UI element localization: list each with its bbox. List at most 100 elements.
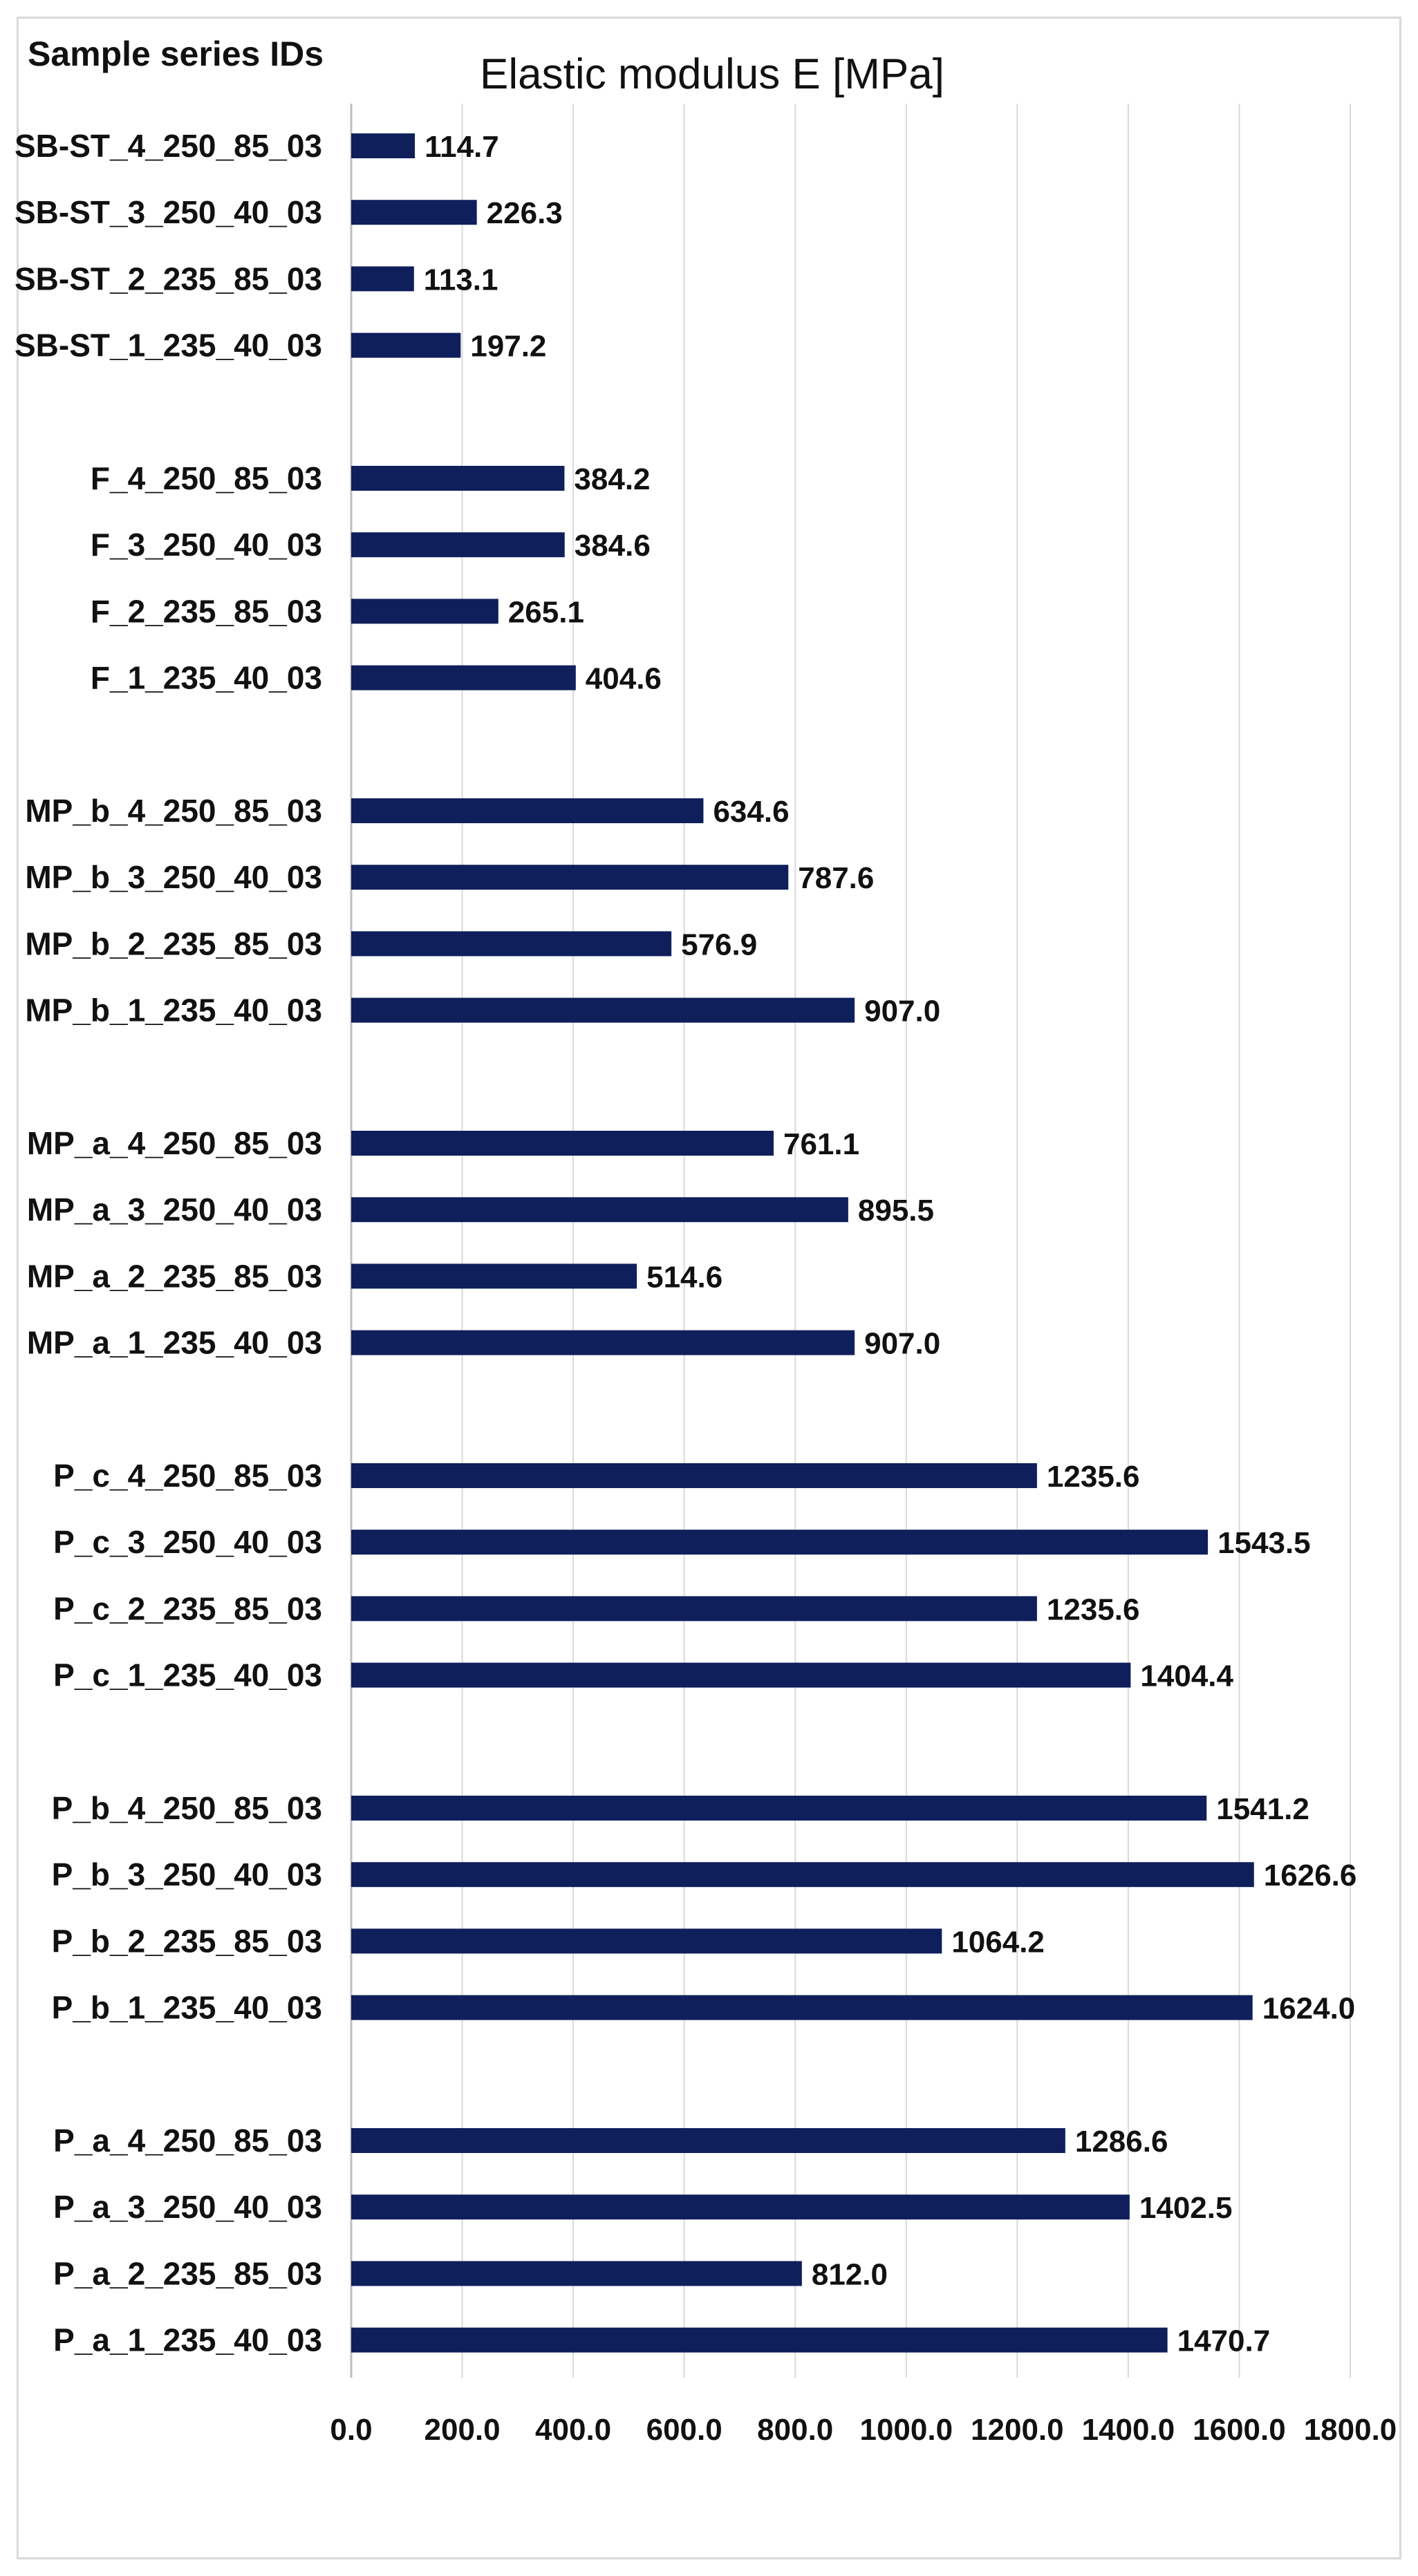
category-label: SB-ST_4_250_85_03 bbox=[15, 128, 322, 164]
data-label: 114.7 bbox=[425, 130, 499, 164]
data-label: 1064.2 bbox=[951, 1925, 1045, 1959]
category-label: P_b_1_235_40_03 bbox=[52, 1990, 322, 2026]
category-label: MP_a_4_250_85_03 bbox=[27, 1125, 322, 1161]
bar bbox=[351, 865, 789, 890]
category-label: MP_a_3_250_40_03 bbox=[27, 1192, 322, 1228]
bar bbox=[351, 1862, 1254, 1888]
gridlines bbox=[350, 104, 1351, 2378]
bars: SB-ST_4_250_85_03 114.7 SB-ST_3_250_40_03 2… bbox=[15, 128, 1356, 2358]
bar bbox=[351, 1330, 855, 1355]
x-tick-label: 1000.0 bbox=[859, 2413, 953, 2447]
bar bbox=[351, 466, 565, 491]
data-label: 226.3 bbox=[487, 196, 563, 230]
bar bbox=[351, 532, 565, 558]
bar bbox=[351, 2194, 1130, 2220]
chart-title: Elastic modulus E [MPa] bbox=[480, 50, 944, 98]
y-axis-title: Sample series IDs bbox=[28, 35, 324, 73]
category-label: P_c_1_235_40_03 bbox=[53, 1657, 322, 1693]
category-label: SB-ST_1_235_40_03 bbox=[15, 328, 322, 364]
x-axis-ticks: 0.0 200.0 400.0 600.0 800.0 1000.0 1200.0 1400.… bbox=[330, 2413, 1397, 2447]
bar bbox=[351, 2128, 1065, 2153]
bar bbox=[351, 599, 498, 624]
category-label: F_1_235_40_03 bbox=[91, 660, 322, 696]
bar bbox=[351, 1463, 1037, 1488]
data-label: 787.6 bbox=[798, 861, 874, 895]
bar bbox=[351, 1662, 1131, 1688]
data-label: 1235.6 bbox=[1047, 1592, 1140, 1626]
data-label: 907.0 bbox=[864, 1327, 940, 1361]
category-label: P_a_1_235_40_03 bbox=[53, 2322, 322, 2358]
data-label: 514.6 bbox=[646, 1260, 722, 1294]
bar bbox=[351, 1530, 1209, 1555]
category-label: P_b_3_250_40_03 bbox=[52, 1856, 322, 1892]
data-label: 634.6 bbox=[713, 795, 789, 829]
category-label: P_b_2_235_85_03 bbox=[52, 1923, 322, 1959]
x-tick-label: 600.0 bbox=[646, 2413, 722, 2447]
data-label: 907.0 bbox=[864, 995, 940, 1028]
data-label: 1626.6 bbox=[1264, 1859, 1357, 1892]
x-tick-label: 1200.0 bbox=[971, 2413, 1064, 2447]
category-label: P_a_2_235_85_03 bbox=[53, 2255, 322, 2291]
category-label: F_3_250_40_03 bbox=[91, 527, 322, 563]
x-tick-label: 1400.0 bbox=[1082, 2413, 1175, 2447]
category-label: MP_b_1_235_40_03 bbox=[25, 993, 322, 1028]
bar bbox=[351, 266, 414, 292]
category-label: MP_a_1_235_40_03 bbox=[27, 1325, 322, 1361]
bar bbox=[351, 332, 461, 358]
x-tick-label: 800.0 bbox=[757, 2413, 833, 2447]
data-label: 1235.6 bbox=[1047, 1460, 1140, 1494]
bar bbox=[351, 2261, 802, 2286]
bar bbox=[351, 1596, 1037, 1621]
data-label: 1543.5 bbox=[1218, 1526, 1311, 1560]
data-label: 384.6 bbox=[575, 529, 651, 563]
data-label: 1286.6 bbox=[1075, 2125, 1168, 2159]
x-tick-label: 0.0 bbox=[330, 2413, 372, 2447]
bar bbox=[351, 1796, 1207, 1821]
category-label: SB-ST_3_250_40_03 bbox=[15, 194, 322, 230]
data-label: 1541.2 bbox=[1216, 1792, 1309, 1826]
data-label: 265.1 bbox=[508, 595, 584, 629]
bar bbox=[351, 665, 576, 690]
data-label: 113.1 bbox=[424, 263, 498, 297]
data-label: 1470.7 bbox=[1177, 2324, 1271, 2358]
x-tick-label: 1600.0 bbox=[1193, 2413, 1286, 2447]
category-label: MP_b_4_250_85_03 bbox=[25, 793, 322, 829]
data-label: 812.0 bbox=[812, 2257, 888, 2291]
bar bbox=[351, 798, 704, 823]
data-label: 895.5 bbox=[858, 1194, 934, 1228]
bar bbox=[351, 200, 477, 225]
bar bbox=[351, 1995, 1253, 2020]
category-label: MP_b_3_250_40_03 bbox=[25, 859, 322, 895]
bar bbox=[351, 1928, 942, 1954]
category-label: P_a_4_250_85_03 bbox=[53, 2123, 322, 2159]
category-label: P_c_2_235_85_03 bbox=[53, 1590, 322, 1626]
bar bbox=[351, 1263, 637, 1289]
x-tick-label: 200.0 bbox=[425, 2413, 501, 2447]
category-label: F_4_250_85_03 bbox=[91, 460, 322, 496]
data-label: 1402.5 bbox=[1139, 2191, 1233, 2225]
category-label: SB-ST_2_235_85_03 bbox=[15, 261, 322, 297]
bar bbox=[351, 1131, 774, 1156]
data-label: 384.2 bbox=[574, 462, 650, 496]
category-label: P_c_4_250_85_03 bbox=[53, 1458, 322, 1494]
data-label: 197.2 bbox=[470, 330, 546, 364]
data-label: 761.1 bbox=[783, 1127, 859, 1161]
x-tick-label: 1800.0 bbox=[1304, 2413, 1397, 2447]
category-label: P_a_3_250_40_03 bbox=[53, 2189, 322, 2225]
x-tick-label: 400.0 bbox=[535, 2413, 611, 2447]
bar bbox=[351, 997, 855, 1023]
category-label: F_2_235_85_03 bbox=[91, 593, 322, 629]
data-label: 1624.0 bbox=[1262, 1992, 1356, 2026]
category-label: P_c_3_250_40_03 bbox=[53, 1524, 322, 1560]
category-label: MP_b_2_235_85_03 bbox=[25, 925, 322, 961]
bar bbox=[351, 1197, 848, 1223]
bar bbox=[351, 931, 672, 957]
category-label: P_b_4_250_85_03 bbox=[52, 1790, 322, 1826]
data-label: 576.9 bbox=[681, 928, 757, 961]
bar bbox=[351, 2327, 1168, 2353]
data-label: 1404.4 bbox=[1140, 1660, 1233, 1693]
category-label: MP_a_2_235_85_03 bbox=[27, 1258, 322, 1294]
data-label: 404.6 bbox=[586, 662, 662, 696]
bar bbox=[351, 133, 416, 158]
